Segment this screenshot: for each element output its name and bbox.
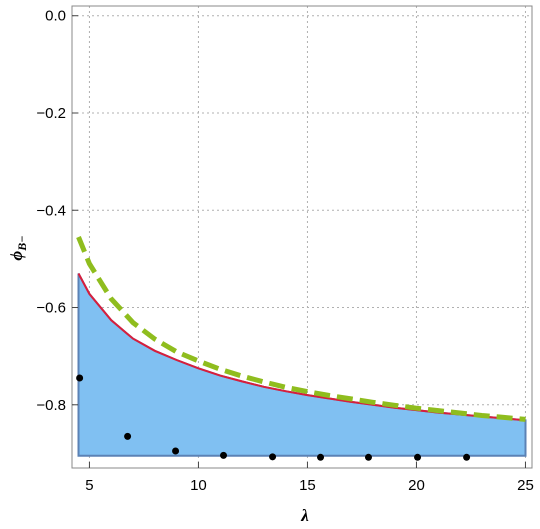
x-tick-label: 15 [299, 477, 316, 494]
data-points [76, 374, 471, 461]
shaded-area [77, 273, 527, 457]
series [76, 236, 526, 422]
grid [72, 6, 532, 468]
x-axis-label: λ [300, 506, 309, 525]
svg-text:ϕB−: ϕB− [7, 235, 29, 260]
data-point [317, 453, 325, 461]
tick-labels: 5 10 15 20 25 0.0 −0.2 −0.4 −0.6 −0.8 [36, 8, 533, 494]
data-point [124, 432, 132, 440]
plot-frame [71, 5, 533, 469]
y-axis-label-sub: B− [15, 235, 29, 251]
data-point [463, 453, 471, 461]
data-point [414, 453, 422, 461]
y-tick-label: −0.6 [36, 300, 66, 317]
y-tick-label: −0.2 [36, 105, 66, 122]
data-point [364, 453, 372, 461]
x-tick-label: 10 [190, 477, 207, 494]
solid-curve [77, 273, 526, 422]
y-tick-label: −0.4 [36, 202, 66, 219]
data-point [172, 447, 180, 455]
x-tick-label: 25 [517, 477, 534, 494]
data-point [220, 451, 228, 459]
data-point [76, 374, 84, 382]
x-tick-label: 5 [85, 477, 93, 494]
x-tick-label: 20 [408, 477, 425, 494]
frame [71, 5, 533, 469]
y-axis-label-main: ϕ [7, 251, 26, 261]
y-axis-label: ϕB− [7, 235, 29, 260]
y-tick-label: −0.8 [36, 397, 66, 414]
shaded-region [77, 273, 527, 457]
y-tick-label: 0.0 [45, 8, 66, 25]
dashed-curve [76, 236, 526, 422]
data-point [269, 453, 277, 461]
